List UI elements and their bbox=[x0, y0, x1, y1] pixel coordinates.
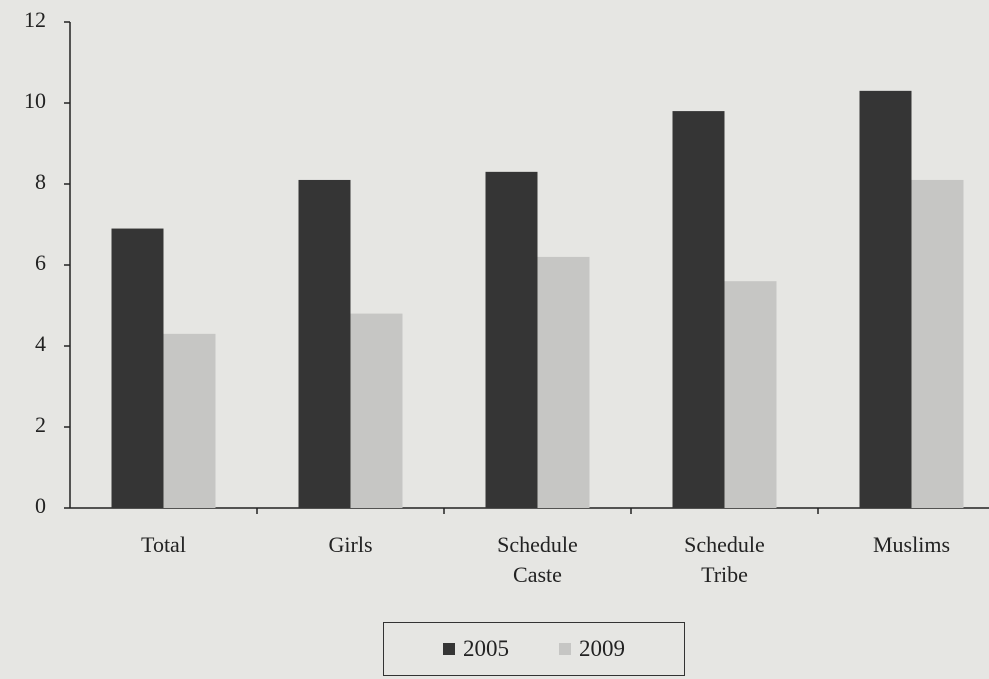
y-tick-label: 12 bbox=[24, 7, 46, 32]
legend-label: 2009 bbox=[579, 636, 625, 661]
bar bbox=[724, 281, 777, 508]
bar bbox=[298, 179, 351, 508]
y-tick-label: 6 bbox=[35, 250, 46, 275]
x-tick-label: Schedule Caste bbox=[497, 532, 578, 587]
legend-swatch bbox=[559, 643, 571, 655]
legend-label: 2005 bbox=[463, 636, 509, 661]
bar bbox=[672, 111, 725, 508]
bar bbox=[537, 256, 590, 508]
legend-item: 2009 bbox=[559, 636, 625, 662]
y-tick-label: 4 bbox=[35, 331, 46, 356]
y-tick-label: 2 bbox=[35, 412, 46, 437]
y-tick-label: 8 bbox=[35, 169, 46, 194]
x-tick-label: Muslims bbox=[872, 532, 951, 557]
legend-swatch bbox=[443, 643, 455, 655]
bar bbox=[485, 171, 538, 508]
y-tick-label: 0 bbox=[35, 493, 46, 518]
legend: 2005 2009 bbox=[383, 622, 685, 676]
x-tick-label: Total bbox=[141, 532, 186, 557]
bar bbox=[111, 228, 164, 509]
x-tick-label: Schedule Tribe bbox=[684, 532, 765, 587]
bar bbox=[911, 179, 964, 508]
x-tick-label: Girls bbox=[328, 532, 373, 557]
bar bbox=[350, 313, 403, 508]
bar bbox=[163, 333, 216, 508]
bar bbox=[859, 90, 912, 508]
y-tick-label: 10 bbox=[24, 88, 46, 113]
legend-item: 2005 bbox=[443, 636, 509, 662]
